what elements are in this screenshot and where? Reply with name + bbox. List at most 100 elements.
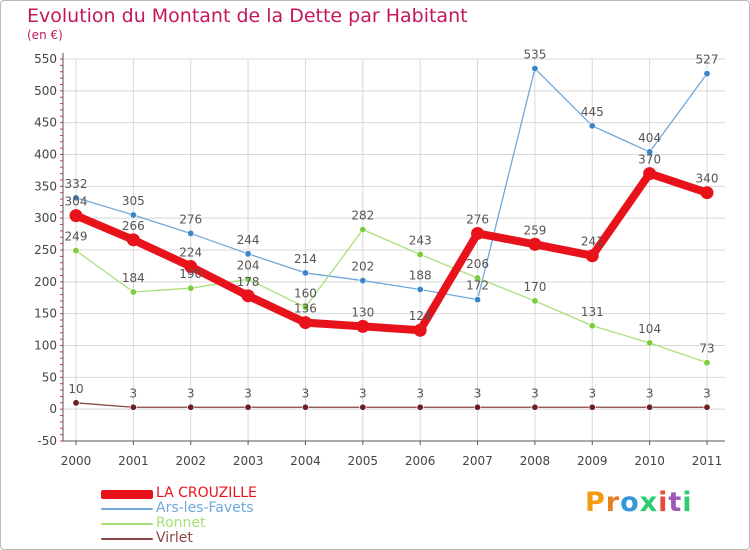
data-label: 3 <box>703 386 711 400</box>
data-point <box>531 65 539 73</box>
data-point <box>129 288 137 296</box>
data-label: 172 <box>466 279 489 293</box>
data-label: 124 <box>409 309 432 323</box>
y-tick-label: -50 <box>37 434 57 448</box>
x-tick-label: 2001 <box>118 454 149 468</box>
data-point <box>72 194 80 202</box>
proxiti-logo: Proxiti <box>585 487 693 518</box>
data-point <box>244 403 252 411</box>
data-point <box>646 339 654 347</box>
data-label: 131 <box>581 305 604 319</box>
data-label: 370 <box>638 153 661 167</box>
data-point <box>646 403 654 411</box>
y-tick-label: 200 <box>34 275 57 289</box>
data-label: 3 <box>416 386 424 400</box>
y-tick-label: 400 <box>34 148 57 162</box>
x-tick-label: 2006 <box>405 454 436 468</box>
x-tick-label: 2004 <box>290 454 321 468</box>
data-point <box>646 148 654 156</box>
data-point <box>643 167 657 181</box>
data-point <box>72 399 80 407</box>
data-label: 224 <box>179 246 202 260</box>
data-label: 3 <box>187 386 195 400</box>
logo-letter: r <box>605 487 621 518</box>
data-point <box>301 403 309 411</box>
data-label: 535 <box>523 48 546 62</box>
data-point <box>69 209 83 223</box>
data-point <box>531 403 539 411</box>
data-label: 10 <box>68 382 83 396</box>
data-label: 340 <box>696 172 719 186</box>
data-label: 259 <box>523 223 546 237</box>
x-tick-label: 2003 <box>233 454 264 468</box>
data-label: 276 <box>466 212 489 226</box>
legend-swatch <box>101 490 153 499</box>
data-point <box>187 229 195 237</box>
x-tick-label: 2011 <box>692 454 723 468</box>
data-point <box>474 274 482 282</box>
y-tick-label: 350 <box>34 179 57 193</box>
data-label: 527 <box>696 53 719 67</box>
data-point <box>700 186 714 200</box>
legend-label: Ars-les-Favets <box>156 500 254 516</box>
data-point <box>359 277 367 285</box>
data-label: 73 <box>699 342 714 356</box>
data-label: 249 <box>65 230 88 244</box>
logo-letter: i <box>658 487 669 518</box>
chart-subtitle: (en €) <box>27 28 63 42</box>
data-point <box>359 403 367 411</box>
data-point <box>585 249 599 263</box>
data-label: 445 <box>581 105 604 119</box>
series-line <box>75 67 708 301</box>
data-label: 104 <box>638 322 661 336</box>
data-label: 204 <box>237 258 260 272</box>
data-point <box>241 289 255 303</box>
data-point <box>301 303 309 311</box>
data-label: 244 <box>237 233 260 247</box>
data-point <box>416 250 424 258</box>
data-point <box>703 403 711 411</box>
data-label: 276 <box>179 212 202 226</box>
data-label: 266 <box>122 219 145 233</box>
data-point <box>244 250 252 258</box>
data-point <box>126 233 140 247</box>
data-label: 136 <box>294 302 317 316</box>
legend-item: LA CROUZILLE <box>101 486 301 501</box>
data-label: 170 <box>523 280 546 294</box>
data-point <box>129 403 137 411</box>
legend-swatch <box>101 508 153 510</box>
data-point <box>184 260 198 274</box>
data-point <box>356 319 370 333</box>
y-tick-label: 50 <box>42 370 57 384</box>
data-point <box>703 70 711 78</box>
series-line <box>75 228 708 364</box>
data-label: 3 <box>588 386 596 400</box>
data-point <box>301 269 309 277</box>
x-tick-label: 2009 <box>577 454 608 468</box>
data-label: 3 <box>646 386 654 400</box>
logo-letter: o <box>620 487 640 518</box>
data-label: 3 <box>359 386 367 400</box>
x-tick-label: 2008 <box>520 454 551 468</box>
data-point <box>703 359 711 367</box>
data-label: 214 <box>294 252 317 266</box>
data-point <box>359 226 367 234</box>
data-label: 206 <box>466 257 489 271</box>
data-point <box>72 247 80 255</box>
data-label: 3 <box>244 386 252 400</box>
chart-title: Evolution du Montant de la Dette par Hab… <box>27 5 468 27</box>
data-point <box>187 284 195 292</box>
x-tick-label: 2000 <box>61 454 92 468</box>
y-tick-label: 0 <box>49 402 57 416</box>
legend-label: LA CROUZILLE <box>156 485 257 501</box>
data-label: 188 <box>409 268 432 282</box>
data-point <box>474 403 482 411</box>
data-label: 241 <box>581 235 604 249</box>
data-label: 3 <box>130 386 138 400</box>
data-label: 305 <box>122 194 145 208</box>
y-tick-label: 100 <box>34 339 57 353</box>
y-tick-label: 500 <box>34 84 57 98</box>
legend-swatch <box>101 523 153 525</box>
legend-label: Virlet <box>156 530 193 546</box>
